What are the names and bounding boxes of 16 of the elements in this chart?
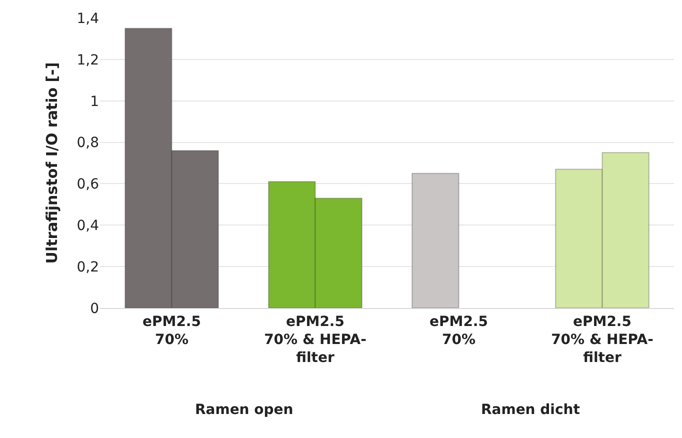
text: Ramen open bbox=[195, 402, 294, 418]
y-tick-label: 0,6 bbox=[76, 176, 100, 193]
y-axis-title: Ultrafijnstof I/O ratio [-] bbox=[42, 62, 61, 264]
bar bbox=[412, 172, 460, 308]
x-tick-label: ePM2.5 70% & HEPA- filter bbox=[264, 314, 367, 366]
y-tick-label: 0,2 bbox=[76, 259, 99, 276]
y-tick-label: 0 bbox=[90, 300, 99, 317]
y-tick-label: 0,4 bbox=[76, 218, 100, 234]
y-tick-label: 1,2 bbox=[76, 52, 99, 68]
y-tick-label: 1,4 bbox=[76, 10, 100, 27]
y-tick-label: 0,8 bbox=[76, 135, 99, 152]
y-tick-label: 1 bbox=[90, 94, 99, 110]
x-tick-label: ePM2.5 70% bbox=[142, 314, 201, 348]
x-tick-label: ePM2.5 70% bbox=[430, 314, 488, 348]
x-tick-label: ePM2.5 70% & HEPA- filter bbox=[551, 314, 654, 366]
text: Ramen dicht bbox=[481, 402, 580, 418]
